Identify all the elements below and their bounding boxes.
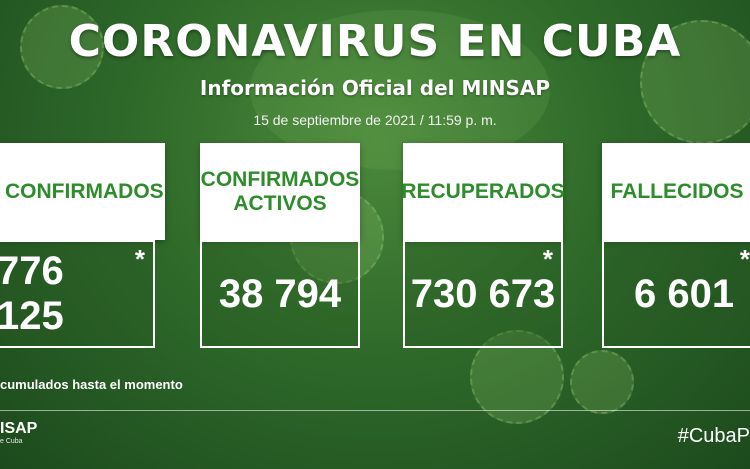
virus-decoration bbox=[470, 330, 564, 424]
page-subtitle: Información Oficial del MINSAP bbox=[199, 76, 551, 100]
asterisk-marker: * bbox=[739, 244, 750, 274]
asterisk-marker: * bbox=[542, 244, 553, 274]
header: CORONAVIRUS EN CUBA Información Oficial … bbox=[0, 16, 750, 129]
card-value: 730 673 bbox=[403, 240, 563, 348]
card-label: CONFIRMADOS bbox=[0, 143, 165, 240]
virus-decoration bbox=[640, 20, 750, 144]
footnote: cumulados hasta el momento bbox=[0, 377, 183, 392]
page-title: CORONAVIRUS EN CUBA bbox=[68, 16, 682, 67]
card-value: 776 125 bbox=[0, 240, 155, 348]
footer-divider bbox=[0, 410, 750, 411]
virus-decoration bbox=[570, 350, 634, 414]
card-value: 38 794 bbox=[200, 240, 360, 348]
card-label: FALLECIDOS bbox=[602, 143, 750, 240]
logo-subtext: e Cuba bbox=[0, 438, 23, 445]
card-label: RECUPERADOS bbox=[401, 143, 565, 240]
logo-text: ISAP bbox=[0, 420, 38, 437]
report-date: 15 de septiembre de 2021 / 11:59 p. m. bbox=[253, 112, 497, 128]
card-recuperados: RECUPERADOS 730 673 * bbox=[401, 143, 565, 348]
card-confirmados: CONFIRMADOS 776 125 * bbox=[0, 143, 165, 348]
card-value: 6 601 bbox=[602, 240, 750, 348]
card-fallecidos: FALLECIDOS 6 601 * bbox=[602, 143, 750, 348]
hashtag: #CubaP bbox=[677, 425, 750, 447]
minsap-logo: ISAP e Cuba bbox=[0, 420, 37, 445]
card-confirmados-activos: CONFIRMADOS ACTIVOS 38 794 bbox=[200, 143, 360, 348]
card-label: CONFIRMADOS ACTIVOS bbox=[200, 143, 360, 240]
asterisk-marker: * bbox=[134, 244, 145, 274]
virus-decoration bbox=[20, 5, 104, 89]
